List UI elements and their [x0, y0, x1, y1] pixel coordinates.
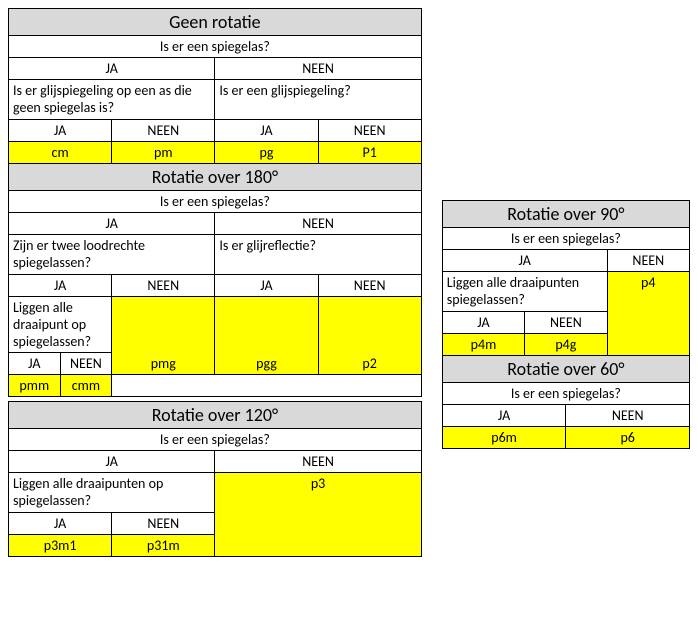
res-cm: cm — [9, 142, 112, 164]
ans-ja: JA — [9, 451, 215, 473]
res-pgg: pgg — [215, 297, 318, 375]
res-p31m: p31m — [112, 535, 215, 557]
q-90-2a: Liggen alle draaipunten spiegelassen? — [442, 272, 607, 312]
q-180-2b: Is er glijreflectie? — [215, 235, 421, 275]
ans-ja: JA — [9, 513, 112, 535]
res-p3: p3 — [215, 473, 421, 557]
res-p4g: p4g — [525, 334, 607, 356]
ans-neen: NEEN — [112, 120, 215, 142]
left-column: Geen rotatie Is er een spiegelas? JA NEE… — [8, 8, 422, 557]
table-180: Rotatie over 180° Is er een spiegelas? J… — [8, 163, 422, 397]
q-180-2a: Zijn er twee loodrechte spiegelassen? — [9, 235, 215, 275]
header-120: Rotatie over 120° — [9, 402, 422, 429]
ans-neen: NEEN — [112, 513, 215, 535]
table-60: Rotatie over 60° Is er een spiegelas? JA… — [442, 355, 690, 449]
ans-neen: NEEN — [60, 353, 112, 375]
q-180-3a: Liggen alle draaipunt op spiegelassen? — [9, 297, 112, 353]
q-180-1: Is er een spiegelas? — [9, 191, 422, 213]
q-120-1: Is er een spiegelas? — [9, 429, 422, 451]
ans-neen: NEEN — [215, 213, 421, 235]
ans-ja: JA — [9, 58, 215, 80]
table-120: Rotatie over 120° Is er een spiegelas? J… — [8, 401, 422, 557]
res-p4: p4 — [607, 272, 689, 356]
ans-neen: NEEN — [215, 451, 421, 473]
ans-ja: JA — [442, 405, 566, 427]
res-p2: p2 — [318, 297, 421, 375]
res-pmg: pmg — [112, 297, 215, 375]
ans-ja: JA — [9, 213, 215, 235]
header-180: Rotatie over 180° — [9, 164, 422, 191]
res-p6m: p6m — [442, 427, 566, 449]
res-p3m1: p3m1 — [9, 535, 112, 557]
table-90: Rotatie over 90° Is er een spiegelas? JA… — [442, 200, 690, 356]
layout: Geen rotatie Is er een spiegelas? JA NEE… — [8, 8, 690, 557]
res-p1: P1 — [318, 142, 421, 164]
header-90: Rotatie over 90° — [442, 201, 689, 228]
ans-neen: NEEN — [566, 405, 690, 427]
ans-ja: JA — [215, 120, 318, 142]
ans-ja: JA — [9, 275, 112, 297]
q-geen-1: Is er een spiegelas? — [9, 36, 422, 58]
q-90-1: Is er een spiegelas? — [442, 228, 689, 250]
q-geen-2b: Is er een glijspiegeling? — [215, 80, 421, 120]
res-pg: pg — [215, 142, 318, 164]
ans-ja: JA — [442, 312, 524, 334]
header-60: Rotatie over 60° — [442, 356, 689, 383]
q-120-2a: Liggen alle draaipunten op spiegelassen? — [9, 473, 215, 513]
right-column: Rotatie over 90° Is er een spiegelas? JA… — [442, 200, 690, 449]
res-pm: pm — [112, 142, 215, 164]
header-geen: Geen rotatie — [9, 9, 422, 36]
ans-ja: JA — [215, 275, 318, 297]
ans-neen: NEEN — [215, 58, 421, 80]
ans-ja: JA — [442, 250, 607, 272]
res-cmm: cmm — [60, 375, 112, 397]
res-p6: p6 — [566, 427, 690, 449]
table-geen-rotatie: Geen rotatie Is er een spiegelas? JA NEE… — [8, 8, 422, 164]
ans-ja: JA — [9, 120, 112, 142]
ans-neen: NEEN — [112, 275, 215, 297]
ans-neen: NEEN — [318, 120, 421, 142]
q-60-1: Is er een spiegelas? — [442, 383, 689, 405]
q-geen-2a: Is er glijspiegeling op een as die geen … — [9, 80, 215, 120]
res-pmm: pmm — [9, 375, 61, 397]
res-p4m: p4m — [442, 334, 524, 356]
ans-neen: NEEN — [525, 312, 607, 334]
ans-neen: NEEN — [607, 250, 689, 272]
ans-neen: NEEN — [318, 275, 421, 297]
ans-ja: JA — [9, 353, 61, 375]
